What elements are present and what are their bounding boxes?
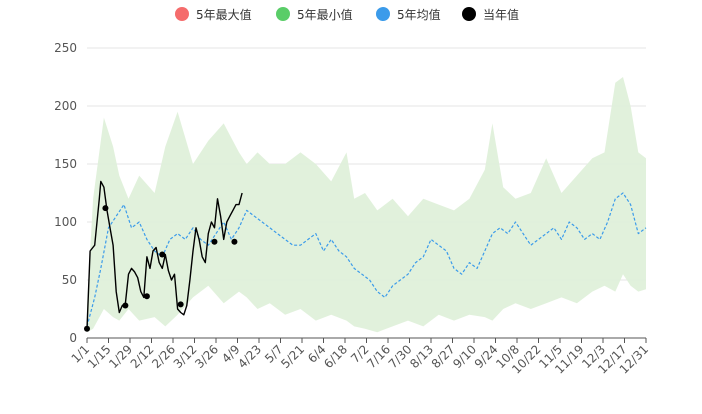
x-tick-label: 1/29 bbox=[106, 342, 135, 371]
y-tick-label: 0 bbox=[69, 331, 77, 345]
current-year-point bbox=[102, 205, 109, 212]
x-tick-label: 2/12 bbox=[128, 342, 157, 371]
x-tick-label: 7/16 bbox=[364, 342, 393, 371]
y-tick-label: 50 bbox=[62, 273, 77, 287]
legend-dot-avg bbox=[376, 7, 390, 21]
legend-label-avg: 5年均值 bbox=[397, 7, 441, 22]
legend-dot-current bbox=[462, 7, 476, 21]
current-year-point bbox=[122, 302, 129, 309]
x-tick-label: 6/18 bbox=[321, 342, 350, 371]
legend-item-min[interactable]: 5年最小值 bbox=[276, 4, 353, 24]
x-tick-label: 8/13 bbox=[407, 342, 436, 371]
legend-dot-max bbox=[175, 7, 189, 21]
range-band bbox=[87, 77, 646, 333]
legend-item-current[interactable]: 当年值 bbox=[462, 4, 519, 24]
y-tick-label: 250 bbox=[54, 41, 77, 55]
legend-label-current: 当年值 bbox=[483, 7, 520, 22]
x-tick-label: 9/24 bbox=[472, 342, 501, 371]
y-tick-label: 100 bbox=[54, 215, 77, 229]
legend-label-min: 5年最小值 bbox=[297, 7, 353, 22]
current-year-point bbox=[231, 238, 238, 245]
x-tick-label: 7/30 bbox=[386, 342, 415, 371]
x-tick-label: 5/21 bbox=[278, 342, 307, 371]
current-year-point bbox=[211, 238, 218, 245]
x-tick-label: 8/27 bbox=[429, 342, 458, 371]
legend-label-max: 5年最大值 bbox=[196, 7, 252, 22]
current-year-point bbox=[143, 293, 150, 300]
legend-item-avg[interactable]: 5年均值 bbox=[376, 4, 441, 24]
x-tick-label: 3/26 bbox=[192, 342, 221, 371]
chart-legend: 5年最大值 5年最小值 5年均值 当年值 bbox=[0, 4, 702, 24]
legend-dot-min bbox=[276, 7, 290, 21]
x-tick-label: 9/10 bbox=[450, 342, 479, 371]
x-tick-label: 2/26 bbox=[149, 342, 178, 371]
legend-item-max[interactable]: 5年最大值 bbox=[175, 4, 252, 24]
y-tick-label: 200 bbox=[54, 99, 77, 113]
y-tick-label: 150 bbox=[54, 157, 77, 171]
average-series-line bbox=[86, 192, 647, 327]
current-year-point bbox=[177, 301, 184, 308]
current-year-point bbox=[159, 251, 166, 258]
x-tick-label: 3/12 bbox=[171, 342, 200, 371]
x-tick-label: 1/15 bbox=[85, 342, 114, 371]
x-tick-label: 4/23 bbox=[235, 342, 264, 371]
current-year-point bbox=[84, 325, 90, 332]
current-year-series-line bbox=[86, 180, 243, 329]
